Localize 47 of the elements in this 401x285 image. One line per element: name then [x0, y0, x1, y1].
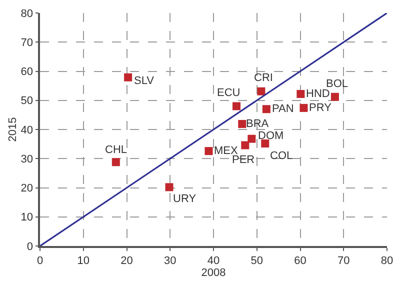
point	[248, 134, 256, 143]
x-tick-label: 20	[120, 254, 133, 267]
y-tick-label: 10	[20, 212, 34, 224]
annotation: PER	[232, 154, 255, 166]
annotation: ECU	[217, 87, 240, 99]
annotation: PAN	[272, 103, 294, 115]
y-tick-label: 0	[26, 240, 34, 253]
x-tick-label: 40	[207, 254, 220, 267]
point	[296, 90, 305, 98]
y-tick-label: 20	[20, 182, 34, 195]
x-tick-label: 0	[36, 254, 44, 267]
annotation: BOL	[326, 78, 348, 90]
annotation: URY	[173, 193, 197, 205]
annotation: PRY	[309, 102, 332, 114]
point	[330, 92, 339, 101]
y-tick-label: 30	[20, 153, 34, 166]
point	[300, 104, 308, 112]
y-tick-label: 50	[20, 95, 34, 108]
point	[261, 139, 270, 148]
y-tick-label: 70	[20, 36, 34, 49]
annotation: BRA	[246, 118, 270, 130]
x-tick-label: 60	[294, 254, 306, 267]
annotation: CHL	[105, 144, 128, 156]
point	[165, 183, 174, 192]
x-tick-label: 80	[380, 254, 394, 267]
point	[257, 87, 266, 96]
x-tick-label: 30	[164, 254, 176, 267]
x-tick-label: 70	[338, 254, 350, 267]
point	[112, 158, 120, 166]
point	[238, 120, 246, 128]
x-tick-label: 10	[77, 254, 90, 267]
point	[124, 73, 132, 82]
point	[262, 105, 270, 114]
point	[232, 102, 240, 110]
annotation: CRI	[254, 72, 273, 84]
annotation: DOM	[258, 130, 284, 142]
point	[204, 147, 213, 156]
y-tick-label: 40	[20, 124, 34, 136]
x-tick-label: 50	[250, 254, 264, 267]
annotation: COL	[270, 150, 293, 162]
y-tick-label: 60	[20, 66, 34, 78]
y-tick-label: 80	[20, 8, 34, 20]
annotation: HND	[306, 88, 330, 100]
x-axis-title: 2008	[201, 266, 226, 279]
annotation: SLV	[134, 75, 155, 87]
point	[241, 141, 250, 150]
y-axis-title: 2015	[6, 117, 19, 142]
